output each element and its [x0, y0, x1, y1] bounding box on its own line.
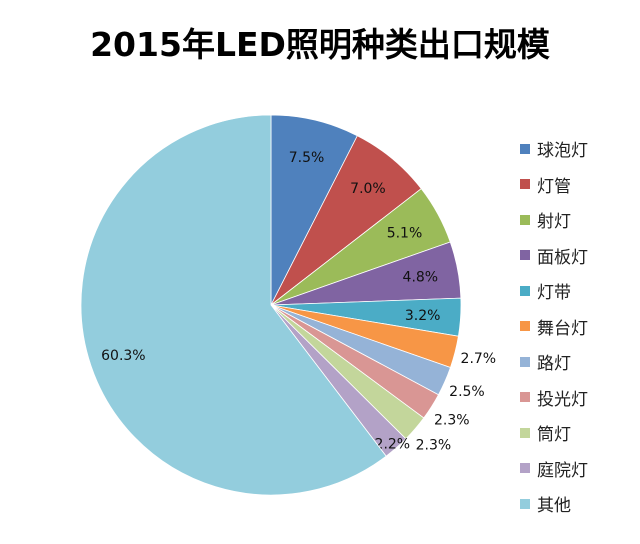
legend-label: 投光灯	[537, 389, 588, 410]
legend-swatch	[520, 463, 530, 474]
data-label-0: 7.5%	[289, 150, 325, 166]
data-label-5: 2.7%	[461, 351, 497, 367]
legend-label: 舞台灯	[537, 318, 588, 339]
legend: 球泡灯灯管射灯面板灯灯带舞台灯路灯投光灯筒灯庭院灯其他	[520, 131, 588, 522]
legend-swatch	[520, 356, 530, 367]
legend-item: 球泡灯	[520, 131, 588, 167]
data-label-8: 2.3%	[416, 437, 452, 453]
data-label-1: 7.0%	[350, 181, 386, 197]
legend-swatch	[520, 392, 530, 403]
pie-slice-10	[80, 114, 387, 496]
legend-swatch	[520, 498, 530, 509]
legend-swatch	[520, 427, 530, 438]
legend-label: 路灯	[537, 354, 571, 375]
data-label-4: 3.2%	[405, 308, 441, 324]
legend-item: 其他	[520, 486, 588, 522]
legend-label: 灯带	[537, 283, 571, 304]
legend-swatch	[520, 250, 530, 261]
legend-item: 舞台灯	[520, 309, 588, 345]
legend-item: 面板灯	[520, 238, 588, 274]
legend-label: 庭院灯	[537, 460, 588, 481]
legend-label: 其他	[537, 496, 571, 517]
legend-item: 筒灯	[520, 415, 588, 451]
legend-item: 投光灯	[520, 380, 588, 416]
legend-item: 路灯	[520, 344, 588, 380]
legend-item: 灯带	[520, 273, 588, 309]
legend-label: 面板灯	[537, 247, 588, 268]
legend-item: 射灯	[520, 202, 588, 238]
legend-label: 球泡灯	[537, 141, 588, 162]
legend-label: 射灯	[537, 212, 571, 233]
data-label-10: 60.3%	[101, 348, 145, 364]
legend-swatch	[520, 214, 530, 225]
data-label-6: 2.5%	[449, 384, 485, 400]
legend-item: 灯管	[520, 167, 588, 203]
data-label-7: 2.3%	[434, 412, 470, 428]
data-label-3: 4.8%	[403, 270, 439, 286]
data-label-2: 5.1%	[387, 225, 423, 241]
legend-item: 庭院灯	[520, 451, 588, 487]
legend-label: 灯管	[537, 176, 571, 197]
data-label-9: 2.2%	[375, 436, 411, 452]
legend-swatch	[520, 285, 530, 296]
legend-swatch	[520, 143, 530, 154]
legend-swatch	[520, 179, 530, 190]
legend-swatch	[520, 321, 530, 332]
legend-label: 筒灯	[537, 425, 571, 446]
chart-title: 2015年LED照明种类出口规模	[90, 25, 550, 64]
